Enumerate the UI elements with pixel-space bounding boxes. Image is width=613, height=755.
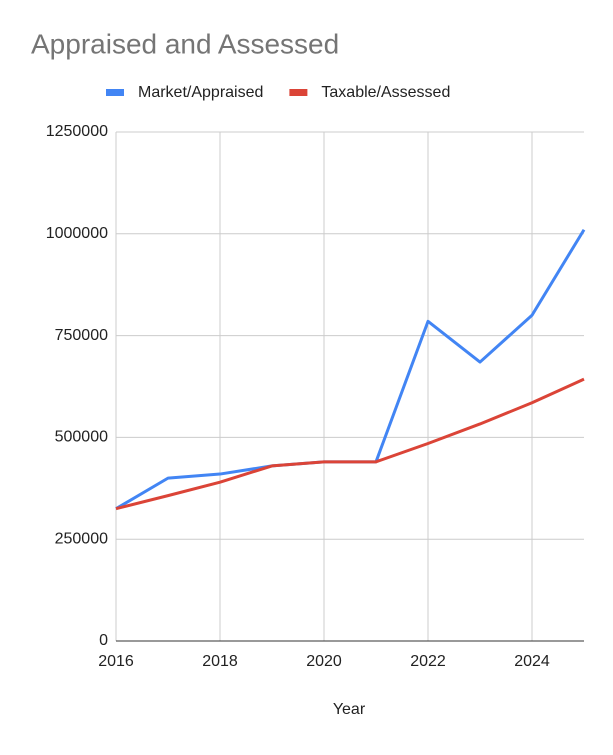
x-tick-label: 2020 — [306, 653, 342, 670]
legend-label: Taxable/Assessed — [321, 84, 450, 101]
legend-swatch — [106, 89, 124, 96]
x-tick-label: 2016 — [98, 653, 134, 670]
legend-label: Market/Appraised — [138, 84, 263, 101]
y-tick-label: 1000000 — [46, 225, 108, 242]
y-tick-label: 0 — [99, 632, 108, 649]
x-axis-label: Year — [333, 701, 366, 718]
x-tick-label: 2024 — [514, 653, 550, 670]
series-line — [115, 377, 585, 511]
legend-swatch — [289, 89, 308, 96]
series-line — [115, 228, 586, 510]
y-tick-label: 750000 — [55, 327, 108, 344]
chart-title: Appraised and Assessed — [31, 28, 339, 59]
x-tick-label: 2022 — [410, 653, 446, 670]
x-tick-label: 2018 — [202, 653, 238, 670]
y-tick-label: 500000 — [55, 429, 108, 446]
y-tick-label: 1250000 — [46, 123, 108, 140]
y-tick-label: 250000 — [55, 530, 108, 547]
